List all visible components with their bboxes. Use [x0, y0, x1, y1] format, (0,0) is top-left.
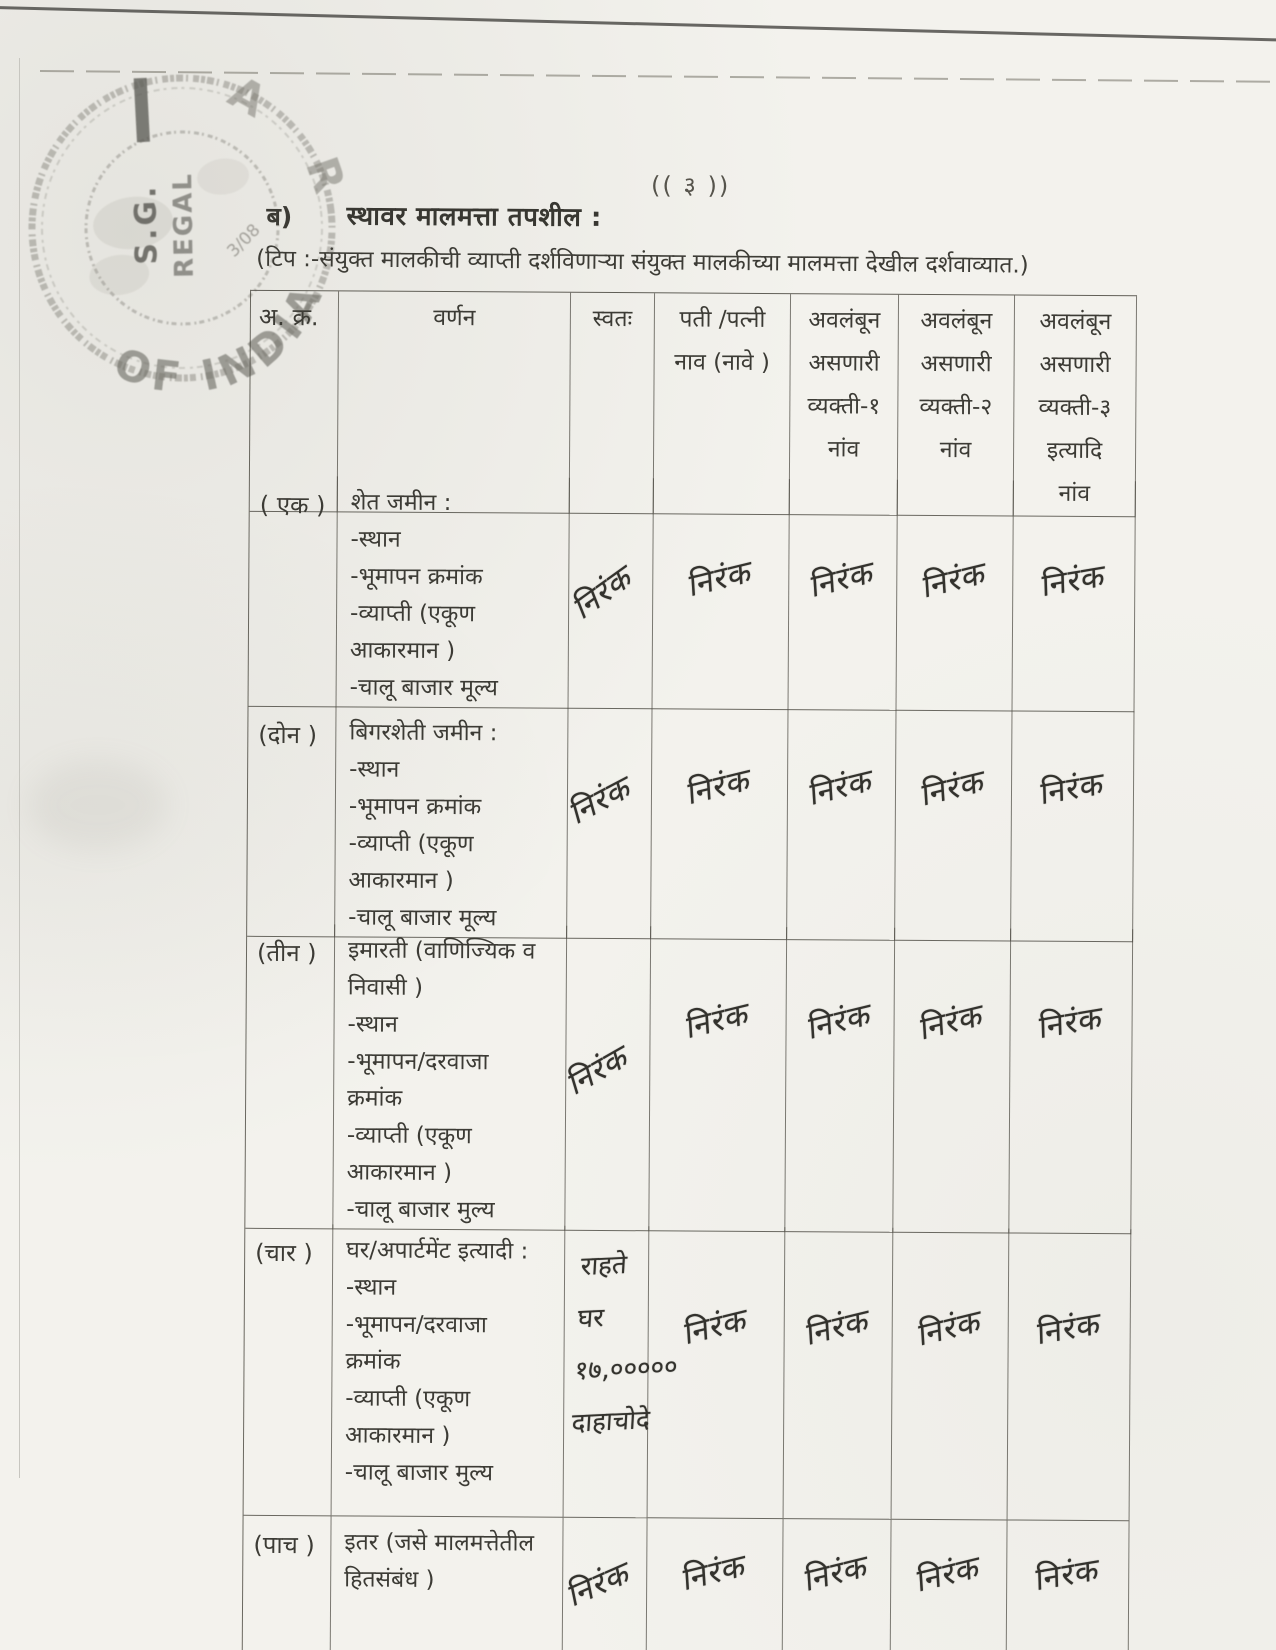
row-serial: (पाच ) [242, 1515, 332, 1650]
cell-self: निरंक [567, 707, 653, 940]
cell-dependent-2: निरंक [890, 1519, 1008, 1650]
note-line: (टिप :-संयुक्त मालकीची व्याप्ती दर्शविणा… [256, 245, 1029, 279]
handwritten-entry: निरंक [919, 996, 985, 1049]
handwritten-entry: निरंक [570, 555, 638, 629]
cell-dependent-3: निरंक [1006, 1520, 1130, 1650]
handwritten-entry: निरंक [1036, 1305, 1102, 1353]
stamp-center-text-1: S.G. [128, 183, 164, 265]
section-label: ब) [266, 201, 293, 232]
cell-spouse: निरंक [651, 708, 789, 941]
handwritten-entry: निरंक [922, 554, 988, 607]
handwritten-entry: निरंक [807, 995, 873, 1048]
cell-dependent-1: निरंक [788, 479, 898, 711]
handwritten-entry: निरंक [916, 1548, 982, 1601]
handwritten-entry: निरंक [685, 994, 751, 1047]
table-header-row: अ. क्र. वर्णन स्वतः पती /पत्नी नाव (नावे… [249, 290, 1138, 518]
table-row: (दोन ) बिगरशेती जमीन : -स्थान -भूमापन क्… [247, 705, 1135, 943]
handwritten-entry: निरंक [682, 1546, 748, 1599]
row-description: इमारती (वाणिज्यिक व निवासी ) -स्थान -भूम… [333, 924, 568, 1231]
stamp-center-text-2: REGAL [168, 172, 200, 278]
cell-dependent-1: निरंक [787, 709, 897, 941]
cell-spouse: निरंक [649, 926, 788, 1233]
cell-dependent-2: निरंक [895, 709, 1013, 942]
table-row: (तीन ) इमारती (वाणिज्यिक व निवासी ) -स्थ… [245, 923, 1134, 1235]
cell-self: निरंक [562, 1517, 648, 1650]
row-description: इतर (जसे मालमत्तेतील हितसंबंध ) [330, 1516, 564, 1650]
table-row: (पाच ) इतर (जसे मालमत्तेतील हितसंबंध ) न… [242, 1515, 1130, 1650]
row-serial: ( एक ) [248, 475, 338, 708]
handwritten-entry: निरंक [805, 1301, 871, 1354]
handwritten-entry: निरंक [565, 1036, 633, 1104]
handwritten-entry: निरंक [1041, 557, 1107, 605]
cell-dependent-1: निरंक [782, 1519, 892, 1650]
handwritten-entry: राहते घर १७,००००० दाहाचोदे [570, 1249, 679, 1439]
cell-dependent-1: निरंक [783, 1227, 894, 1520]
scan-left-line [19, 58, 20, 1478]
cell-dependent-2: निरंक [893, 927, 1012, 1234]
handwritten-entry: निरंक [917, 1302, 983, 1355]
handwritten-entry: निरंक [1038, 999, 1104, 1047]
handwritten-entry: निरंक [810, 553, 876, 606]
handwritten-entry: निरंक [566, 1552, 634, 1615]
round-ink-stamp: S.G. REGAL 3/08 A R B OF INDIA [0, 33, 370, 413]
handwritten-entry: निरंक [568, 767, 636, 833]
cell-spouse: निरंक [646, 1518, 784, 1650]
cell-self: निरंक [568, 477, 654, 710]
table-row: (चार ) घर/अपार्टमेंट इत्यादी : -स्थान -भ… [243, 1223, 1132, 1522]
property-details-table: अ. क्र. वर्णन स्वतः पती /पत्नी नाव (नावे… [241, 289, 1138, 1650]
cell-dependent-3: निरंक [1011, 710, 1135, 943]
handwritten-entry: निरंक [920, 762, 987, 815]
handwritten-entry: निरंक [1040, 765, 1105, 813]
cell-self: निरंक [565, 925, 652, 1232]
cell-dependent-2: निरंक [896, 479, 1014, 712]
cell-dependent-1: निरंक [785, 927, 896, 1233]
page-title: स्थावर मालमत्ता तपशील : [346, 201, 602, 233]
cell-dependent-2: निरंक [891, 1227, 1010, 1521]
cell-spouse: निरंक [647, 1226, 786, 1520]
cell-dependent-3: निरंक [1012, 480, 1136, 713]
row-serial: (दोन ) [247, 705, 337, 938]
table-row: ( एक ) शेत जमीन : -स्थान -भूमापन क्रमांक… [248, 475, 1136, 713]
row-description: घर/अपार्टमेंट इत्यादी : -स्थान -भूमापन/द… [331, 1224, 566, 1518]
row-serial: (तीन ) [245, 923, 336, 1230]
cell-self: राहते घर १७,००००० दाहाचोदे [563, 1225, 678, 1519]
cell-dependent-3: निरंक [1009, 928, 1134, 1235]
handwritten-entry: निरंक [808, 761, 875, 814]
row-description: बिगरशेती जमीन : -स्थान -भूमापन क्रमांक -… [335, 706, 569, 939]
handwritten-entry: निरंक [686, 760, 753, 813]
cell-dependent-3: निरंक [1007, 1228, 1132, 1522]
cell-spouse: निरंक [652, 478, 790, 711]
handwritten-entry: निरंक [683, 1300, 749, 1353]
row-description: शेत जमीन : -स्थान -भूमापन क्रमांक -व्याप… [336, 476, 570, 709]
scan-blotch [28, 760, 168, 850]
row-serial: (चार ) [243, 1223, 334, 1517]
handwritten-entry: निरंक [688, 552, 754, 605]
handwritten-entry: निरंक [804, 1547, 870, 1600]
handwritten-entry: निरंक [1035, 1551, 1101, 1599]
